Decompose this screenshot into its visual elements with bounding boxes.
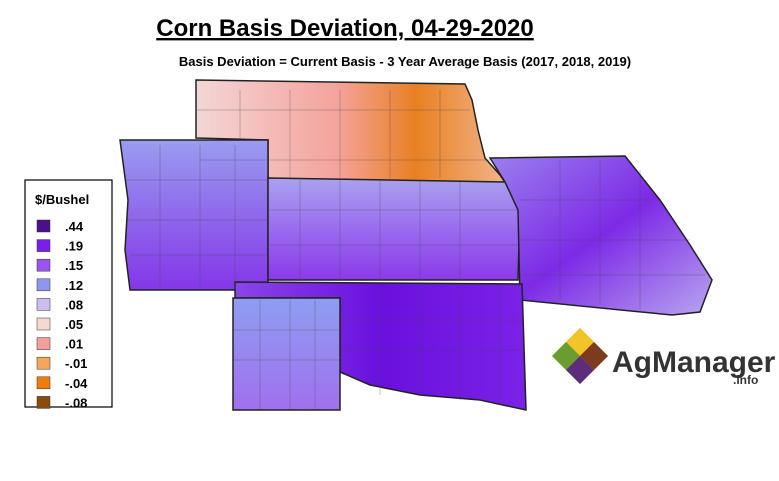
legend-label: .12 <box>65 278 83 293</box>
legend-label: -.01 <box>65 356 87 371</box>
subtitle: Basis Deviation = Current Basis - 3 Year… <box>179 54 631 69</box>
legend-swatch <box>36 356 51 370</box>
legend-label: -.04 <box>65 376 88 391</box>
legend-swatch <box>36 258 51 272</box>
legend-box <box>24 179 113 408</box>
legend-swatch <box>36 219 51 233</box>
legend-label: .15 <box>65 258 83 273</box>
legend-label: .01 <box>65 337 83 352</box>
legend-items: .44 .19 .15 .12 .08 .05 .01 -.01 -.04 -.08 <box>36 219 88 410</box>
texas <box>232 297 341 411</box>
legend-swatch <box>36 298 51 311</box>
missouri <box>488 155 713 316</box>
legend-swatch <box>36 337 51 350</box>
legend-label: .05 <box>65 317 83 332</box>
legend-swatch <box>36 317 51 331</box>
legend-label: .08 <box>65 297 83 312</box>
legend-swatch <box>36 278 51 292</box>
logo-chart <box>566 356 594 384</box>
logo-suffix: .info <box>733 373 758 387</box>
title: Corn Basis Deviation, 04-29-2020 <box>156 15 534 42</box>
legend-title: $/Bushel <box>35 192 89 207</box>
legend-swatch <box>36 376 51 390</box>
legend-label: .19 <box>65 239 83 254</box>
legend-label: .44 <box>65 219 84 234</box>
kansas <box>267 177 521 281</box>
logo: AgManager .info <box>552 328 776 387</box>
legend-swatch <box>36 239 51 252</box>
legend-swatch <box>36 396 51 409</box>
map <box>119 79 713 411</box>
logo-name: AgManager <box>612 346 776 379</box>
legend-label: -.08 <box>65 395 87 410</box>
colorado <box>119 139 269 291</box>
